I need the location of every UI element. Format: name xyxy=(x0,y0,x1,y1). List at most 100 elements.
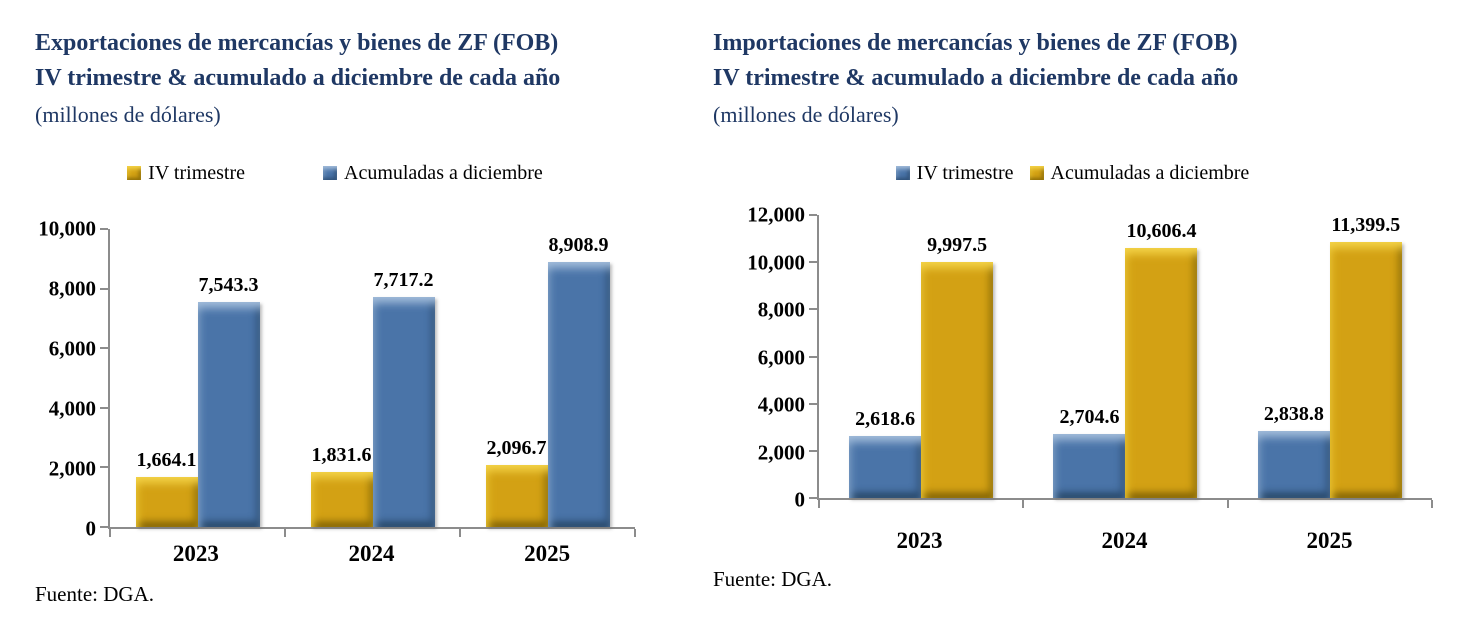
y-axis-tick-label: 4,000 xyxy=(757,392,805,417)
bar-value-label: 11,399.5 xyxy=(1331,214,1401,236)
y-axis-tick-label: 0 xyxy=(85,516,97,541)
y-axis-tick-label: 8,000 xyxy=(48,276,96,301)
bar-value-label: 10,606.4 xyxy=(1126,219,1197,242)
x-axis-label: 2023 xyxy=(172,541,219,566)
bar-blue xyxy=(849,436,922,498)
imports-chart: Importaciones de mercancías y bienes de … xyxy=(680,0,1468,644)
blue-legend-marker xyxy=(895,166,910,180)
source-note: Fuente: DGA. xyxy=(35,582,154,607)
y-axis-tick xyxy=(809,355,817,358)
legend-label: Acumuladas a diciembre xyxy=(1050,161,1250,184)
chart-title-line1: Exportaciones de mercancías y bienes de … xyxy=(35,30,559,56)
x-axis-tick xyxy=(283,529,286,537)
bar-unit: 11,399.5 xyxy=(1329,214,1402,498)
source-note: Fuente: DGA. xyxy=(713,567,832,592)
x-axis-tick xyxy=(1431,500,1433,508)
bar-blue xyxy=(547,261,610,527)
bar-value-label: 2,096.7 xyxy=(486,436,547,459)
bar-unit: 2,618.6 xyxy=(849,215,922,498)
y-axis-tick-label: 2,000 xyxy=(48,456,96,481)
y-axis-tick-label: 8,000 xyxy=(757,297,805,322)
bar-unit: 2,704.6 xyxy=(1053,215,1126,498)
gold-legend-marker xyxy=(127,166,142,180)
bar-unit: 1,664.1 xyxy=(135,229,198,527)
bar-unit: 2,838.8 xyxy=(1257,215,1330,498)
bar-unit: 1,831.6 xyxy=(310,229,373,527)
y-axis-tick xyxy=(809,214,817,216)
y-axis-tick xyxy=(809,261,817,264)
chart-legend: IV trimestre Acumuladas a diciembre xyxy=(35,161,635,185)
bar-gold xyxy=(135,477,198,527)
x-axis-labels: 2023 2024 2025 xyxy=(817,528,1432,553)
bar-value-label: 7,543.3 xyxy=(198,274,259,297)
legend-item: IV trimestre xyxy=(127,162,245,185)
y-axis-tick xyxy=(809,308,817,311)
legend-item: Acumuladas a diciembre xyxy=(323,162,543,185)
bar-blue xyxy=(197,302,260,527)
chart-title-line2: IV trimestre & acumulado a diciembre de … xyxy=(713,65,1239,91)
bar-unit: 7,717.2 xyxy=(372,229,435,527)
bar-value-label: 8,908.9 xyxy=(548,233,609,256)
y-axis-tick xyxy=(100,526,108,528)
y-axis-tick xyxy=(100,466,108,469)
bar-group-2023: 1,664.1 7,543.3 xyxy=(110,229,285,527)
y-axis-tick-label: 12,000 xyxy=(747,202,805,227)
y-axis-tick xyxy=(809,402,817,405)
chart-title: Exportaciones de mercancías y bienes de … xyxy=(35,26,635,96)
bar-unit: 2,096.7 xyxy=(485,229,548,527)
bar-group-2023: 2,618.6 9,997.5 xyxy=(819,215,1023,498)
y-axis: 0 2,000 4,000 6,000 8,000 10,000 12,000 xyxy=(713,204,817,510)
bar-value-label: 7,717.2 xyxy=(373,269,434,292)
bar-unit: 10,606.4 xyxy=(1125,215,1198,498)
y-axis-tick-label: 10,000 xyxy=(747,250,805,274)
plot-row: 0 2,000 4,000 6,000 8,000 10,000 12,000 2,618.… xyxy=(713,204,1433,510)
bar-unit: 8,908.9 xyxy=(547,229,610,527)
exports-chart: Exportaciones de mercancías y bienes de … xyxy=(0,0,680,644)
x-axis-label: 2024 xyxy=(1101,528,1148,553)
y-axis: 0 2,000 4,000 6,000 8,000 10,000 xyxy=(35,218,108,539)
x-axis-tick xyxy=(634,529,636,537)
bar-value-label: 1,831.6 xyxy=(311,444,372,467)
x-axis-label: 2025 xyxy=(524,541,571,566)
x-axis-label: 2024 xyxy=(348,541,395,566)
bar-group-2025: 2,838.8 11,399.5 xyxy=(1228,215,1432,498)
bar-blue xyxy=(1053,434,1126,498)
y-axis-tick-label: 0 xyxy=(794,487,806,512)
y-axis-tick xyxy=(100,347,108,350)
y-axis-tick xyxy=(809,449,817,452)
chart-subtitle: (millones de dólares) xyxy=(713,102,899,127)
x-axis-tick xyxy=(818,500,820,508)
y-axis-tick-label: 10,000 xyxy=(38,216,96,241)
bar-blue xyxy=(1257,431,1330,498)
bar-value-label: 9,997.5 xyxy=(927,234,988,257)
bar-gold xyxy=(921,262,994,498)
chart-subtitle: (millones de dólares) xyxy=(35,102,221,127)
x-axis-label: 2025 xyxy=(1306,528,1353,553)
bar-group-2024: 1,831.6 7,717.2 xyxy=(285,229,460,527)
bar-gold xyxy=(485,464,548,527)
plot-row: 0 2,000 4,000 6,000 8,000 10,000 1,664.1 7,543… xyxy=(35,218,636,539)
bar-value-label: 2,704.6 xyxy=(1059,406,1120,429)
x-axis-labels: 2023 2024 2025 xyxy=(108,541,635,566)
blue-legend-marker xyxy=(323,166,337,180)
bar-value-label: 1,664.1 xyxy=(136,449,197,472)
bar-group-2025: 2,096.7 8,908.9 xyxy=(460,229,635,527)
bar-value-label: 2,838.8 xyxy=(1263,403,1324,426)
chart-title-line1: Importaciones de mercancías y bienes de … xyxy=(713,30,1238,56)
bar-unit: 7,543.3 xyxy=(197,229,260,527)
legend-item: IV trimestre xyxy=(895,162,1014,185)
chart-title: Importaciones de mercancías y bienes de … xyxy=(713,26,1432,96)
legend-item: Acumuladas a diciembre xyxy=(1029,161,1250,185)
bar-blue xyxy=(372,297,435,527)
bar-gold xyxy=(310,472,373,527)
y-axis-tick-label: 6,000 xyxy=(48,336,96,361)
y-axis-tick-label: 4,000 xyxy=(48,396,96,421)
x-axis-tick xyxy=(1226,500,1229,508)
x-axis-label: 2023 xyxy=(896,528,943,553)
y-axis-tick xyxy=(809,497,817,499)
bar-unit: 9,997.5 xyxy=(921,215,994,498)
bar-value-label: 2,618.6 xyxy=(855,408,916,431)
y-axis-tick xyxy=(100,228,108,230)
x-axis-tick xyxy=(1022,500,1025,508)
legend-label: Acumuladas a diciembre xyxy=(344,161,543,184)
